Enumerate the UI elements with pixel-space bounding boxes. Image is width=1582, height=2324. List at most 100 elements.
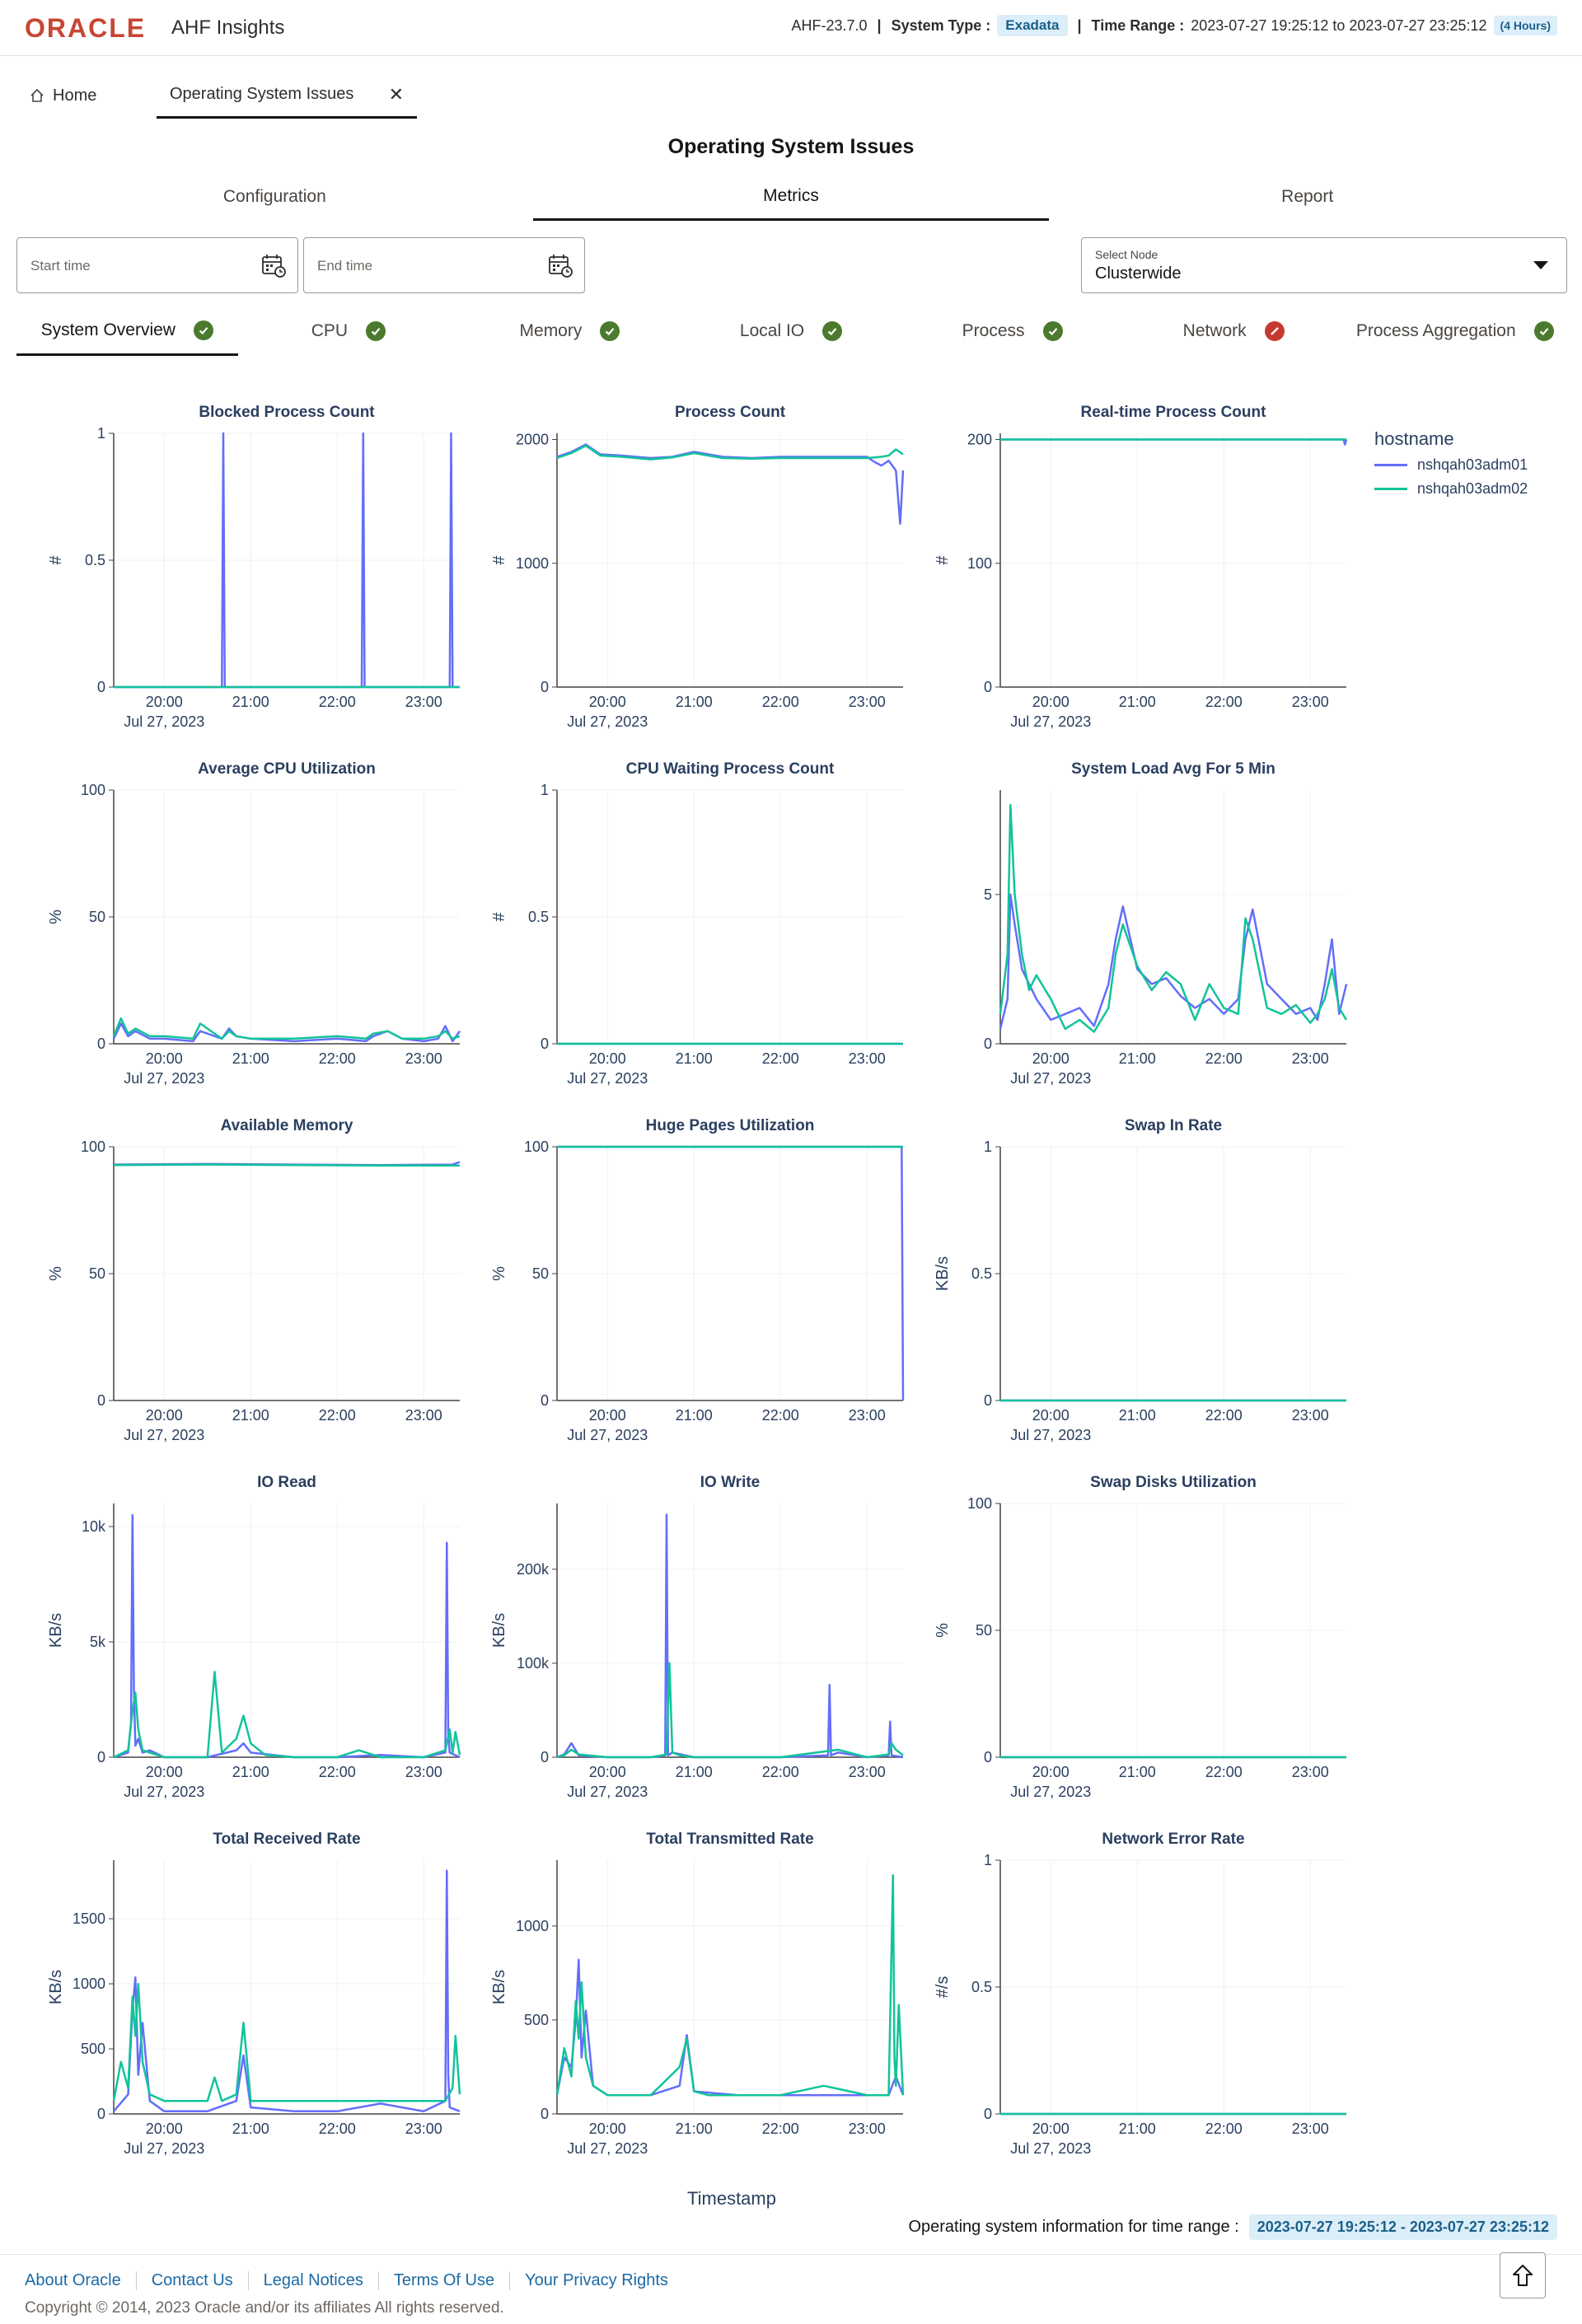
metric-tab-memory[interactable]: Memory xyxy=(459,306,681,356)
y-tick-label: 0 xyxy=(541,1036,549,1052)
chart-title: Blocked Process Count xyxy=(199,404,375,421)
close-icon[interactable]: ✕ xyxy=(388,83,404,105)
oracle-logo[interactable]: ORACLE xyxy=(25,13,147,43)
y-tick-label: 0 xyxy=(97,2106,105,2122)
y-tick-label: 0 xyxy=(984,1036,992,1052)
x-tick-label: 23:00 xyxy=(1292,1764,1329,1780)
x-tick-label: 20:00 xyxy=(1032,1050,1069,1067)
x-tick-label: 23:00 xyxy=(849,1050,886,1067)
chart-system-load-avg-for-5-min[interactable]: System Load Avg For 5 Min 20:00 21:00 22:00… xyxy=(926,741,1388,1087)
y-axis-label: KB/s xyxy=(490,1613,508,1648)
series-line-nshqah03adm01 xyxy=(999,893,1348,1030)
x-tick-label: 23:00 xyxy=(849,694,886,710)
x-tick-label: 20:00 xyxy=(1032,1407,1069,1424)
tab-configuration[interactable]: Configuration xyxy=(222,187,326,206)
chart-io-write[interactable]: IO Write 20:00 21:00 22:00 23:00 Jul 27, 2023… xyxy=(483,1454,944,1800)
status-check-icon xyxy=(600,321,620,341)
tab-metrics[interactable]: Metrics xyxy=(532,173,1050,221)
footer-link-privacy[interactable]: Your Privacy Rights xyxy=(509,2271,683,2290)
x-tick-label: 22:00 xyxy=(1205,1764,1243,1780)
x-tick-label: 23:00 xyxy=(849,1407,886,1424)
x-tick-label: 20:00 xyxy=(146,1764,183,1780)
legend-item[interactable]: nshqah03adm01 xyxy=(1374,456,1528,474)
chart-cpu-waiting-process-count[interactable]: CPU Waiting Process Count 20:00 21:00 22:00… xyxy=(483,741,944,1087)
y-tick-label: 0.5 xyxy=(971,1979,992,1995)
chart-process-count[interactable]: Process Count 20:00 21:00 22:00 23:00 Jul 27,… xyxy=(483,384,944,730)
end-time-placeholder: End time xyxy=(317,258,373,274)
x-tick-label: 23:00 xyxy=(405,1764,442,1780)
tab-home[interactable]: Home xyxy=(16,72,140,119)
chart-blocked-process-count[interactable]: Blocked Process Count 20:00 21:00 22:00 23:0… xyxy=(40,384,501,730)
x-tick-label: 21:00 xyxy=(232,1407,269,1424)
series-line-nshqah03adm02 xyxy=(112,1982,461,2102)
system-type-badge: Exadata xyxy=(997,15,1068,36)
select-node-dropdown[interactable]: Select Node Clusterwide xyxy=(1081,237,1567,293)
y-axis-label: #/s xyxy=(934,1976,952,1999)
chart-title: Total Received Rate xyxy=(213,1831,360,1848)
y-tick-label: 0.5 xyxy=(528,909,549,925)
chart-real-time-process-count[interactable]: Real-time Process Count 20:00 21:00 22:00 23… xyxy=(926,384,1388,730)
x-date-label: Jul 27, 2023 xyxy=(567,1427,648,1443)
tab-home-label: Home xyxy=(53,86,97,105)
metric-tab-network[interactable]: Network xyxy=(1123,306,1345,356)
chart-huge-pages-utilization[interactable]: Huge Pages Utilization 20:00 21:00 22:00 23:… xyxy=(483,1097,944,1443)
tab-operating-system-issues[interactable]: Operating System Issues ✕ xyxy=(157,72,417,119)
x-tick-label: 20:00 xyxy=(146,1407,183,1424)
chart-swap-disks-utilization[interactable]: Swap Disks Utilization 20:00 21:00 22:00 23:… xyxy=(926,1454,1388,1800)
system-type-label: System Type : xyxy=(891,16,991,34)
x-tick-label: 20:00 xyxy=(1032,2121,1069,2137)
y-tick-label: 0.5 xyxy=(971,1265,992,1282)
x-tick-label: 23:00 xyxy=(1292,694,1329,710)
top-bar: ORACLE AHF Insights AHF-23.7.0 | System … xyxy=(0,0,1582,56)
metric-tab-process[interactable]: Process xyxy=(901,306,1123,356)
metric-tab-local-io[interactable]: Local IO xyxy=(681,306,902,356)
calendar-icon[interactable] xyxy=(548,253,573,278)
y-axis-label: # xyxy=(490,555,508,565)
tab-report[interactable]: Report xyxy=(1281,187,1334,206)
x-tick-label: 20:00 xyxy=(146,694,183,710)
series-line-nshqah03adm02 xyxy=(113,1163,460,1167)
series-line-nshqah03adm02 xyxy=(556,1662,904,1759)
header-info: AHF-23.7.0 | System Type : Exadata | Tim… xyxy=(791,15,1557,36)
metric-tab-system-overview[interactable]: System Overview xyxy=(16,306,238,356)
legend-label: nshqah03adm01 xyxy=(1417,456,1528,473)
x-tick-label: 22:00 xyxy=(762,2121,799,2137)
tab-label: Operating System Issues xyxy=(170,85,354,103)
end-time-field[interactable]: End time xyxy=(303,237,585,293)
chart-swap-in-rate[interactable]: Swap In Rate 20:00 21:00 22:00 23:00 Jul 27, … xyxy=(926,1097,1388,1443)
x-tick-label: 23:00 xyxy=(1292,2121,1329,2137)
x-tick-label: 20:00 xyxy=(146,1050,183,1067)
y-tick-label: 100k xyxy=(517,1655,550,1672)
scroll-to-top-button[interactable] xyxy=(1500,2252,1546,2298)
series-line-nshqah03adm02 xyxy=(113,1671,461,1759)
footer-link-terms[interactable]: Terms Of Use xyxy=(377,2271,509,2290)
metric-tab-process-aggregation[interactable]: Process Aggregation xyxy=(1344,306,1566,356)
chart-network-error-rate[interactable]: Network Error Rate 20:00 21:00 22:00 23:00 Ju… xyxy=(926,1811,1388,2157)
footer-link-about[interactable]: About Oracle xyxy=(25,2271,121,2289)
footer-link-legal[interactable]: Legal Notices xyxy=(247,2271,378,2290)
metric-tab-cpu[interactable]: CPU xyxy=(238,306,460,356)
legend-item[interactable]: nshqah03adm02 xyxy=(1374,480,1528,498)
chart-title: Swap In Rate xyxy=(1125,1117,1222,1134)
chart-available-memory[interactable]: Available Memory 20:00 21:00 22:00 23:00 Jul … xyxy=(40,1097,501,1443)
app-name: AHF Insights xyxy=(171,16,285,39)
chart-total-received-rate[interactable]: Total Received Rate 20:00 21:00 22:00 23:00 J… xyxy=(40,1811,501,2157)
chart-io-read[interactable]: IO Read 20:00 21:00 22:00 23:00 Jul 27, 2023 0… xyxy=(40,1454,501,1800)
y-tick-label: 500 xyxy=(524,2012,549,2028)
footer-link-contact[interactable]: Contact Us xyxy=(135,2271,248,2290)
status-check-icon xyxy=(366,321,386,341)
x-tick-label: 22:00 xyxy=(762,1764,799,1780)
home-icon xyxy=(30,88,44,102)
chart-title: IO Read xyxy=(257,1474,316,1491)
start-time-field[interactable]: Start time xyxy=(16,237,298,293)
chart-total-transmitted-rate[interactable]: Total Transmitted Rate 20:00 21:00 22:00 23:… xyxy=(483,1811,944,2157)
chart-average-cpu-utilization[interactable]: Average CPU Utilization 20:00 21:00 22:00 23… xyxy=(40,741,501,1087)
calendar-icon[interactable] xyxy=(261,253,286,278)
x-tick-label: 22:00 xyxy=(319,1407,356,1424)
y-tick-label: 1000 xyxy=(73,1976,105,1992)
x-date-label: Jul 27, 2023 xyxy=(1010,1784,1091,1800)
y-tick-label: 0 xyxy=(541,679,549,695)
x-tick-label: 20:00 xyxy=(589,694,626,710)
metric-tab-label: CPU xyxy=(311,321,349,340)
chart-title: Huge Pages Utilization xyxy=(646,1117,815,1134)
